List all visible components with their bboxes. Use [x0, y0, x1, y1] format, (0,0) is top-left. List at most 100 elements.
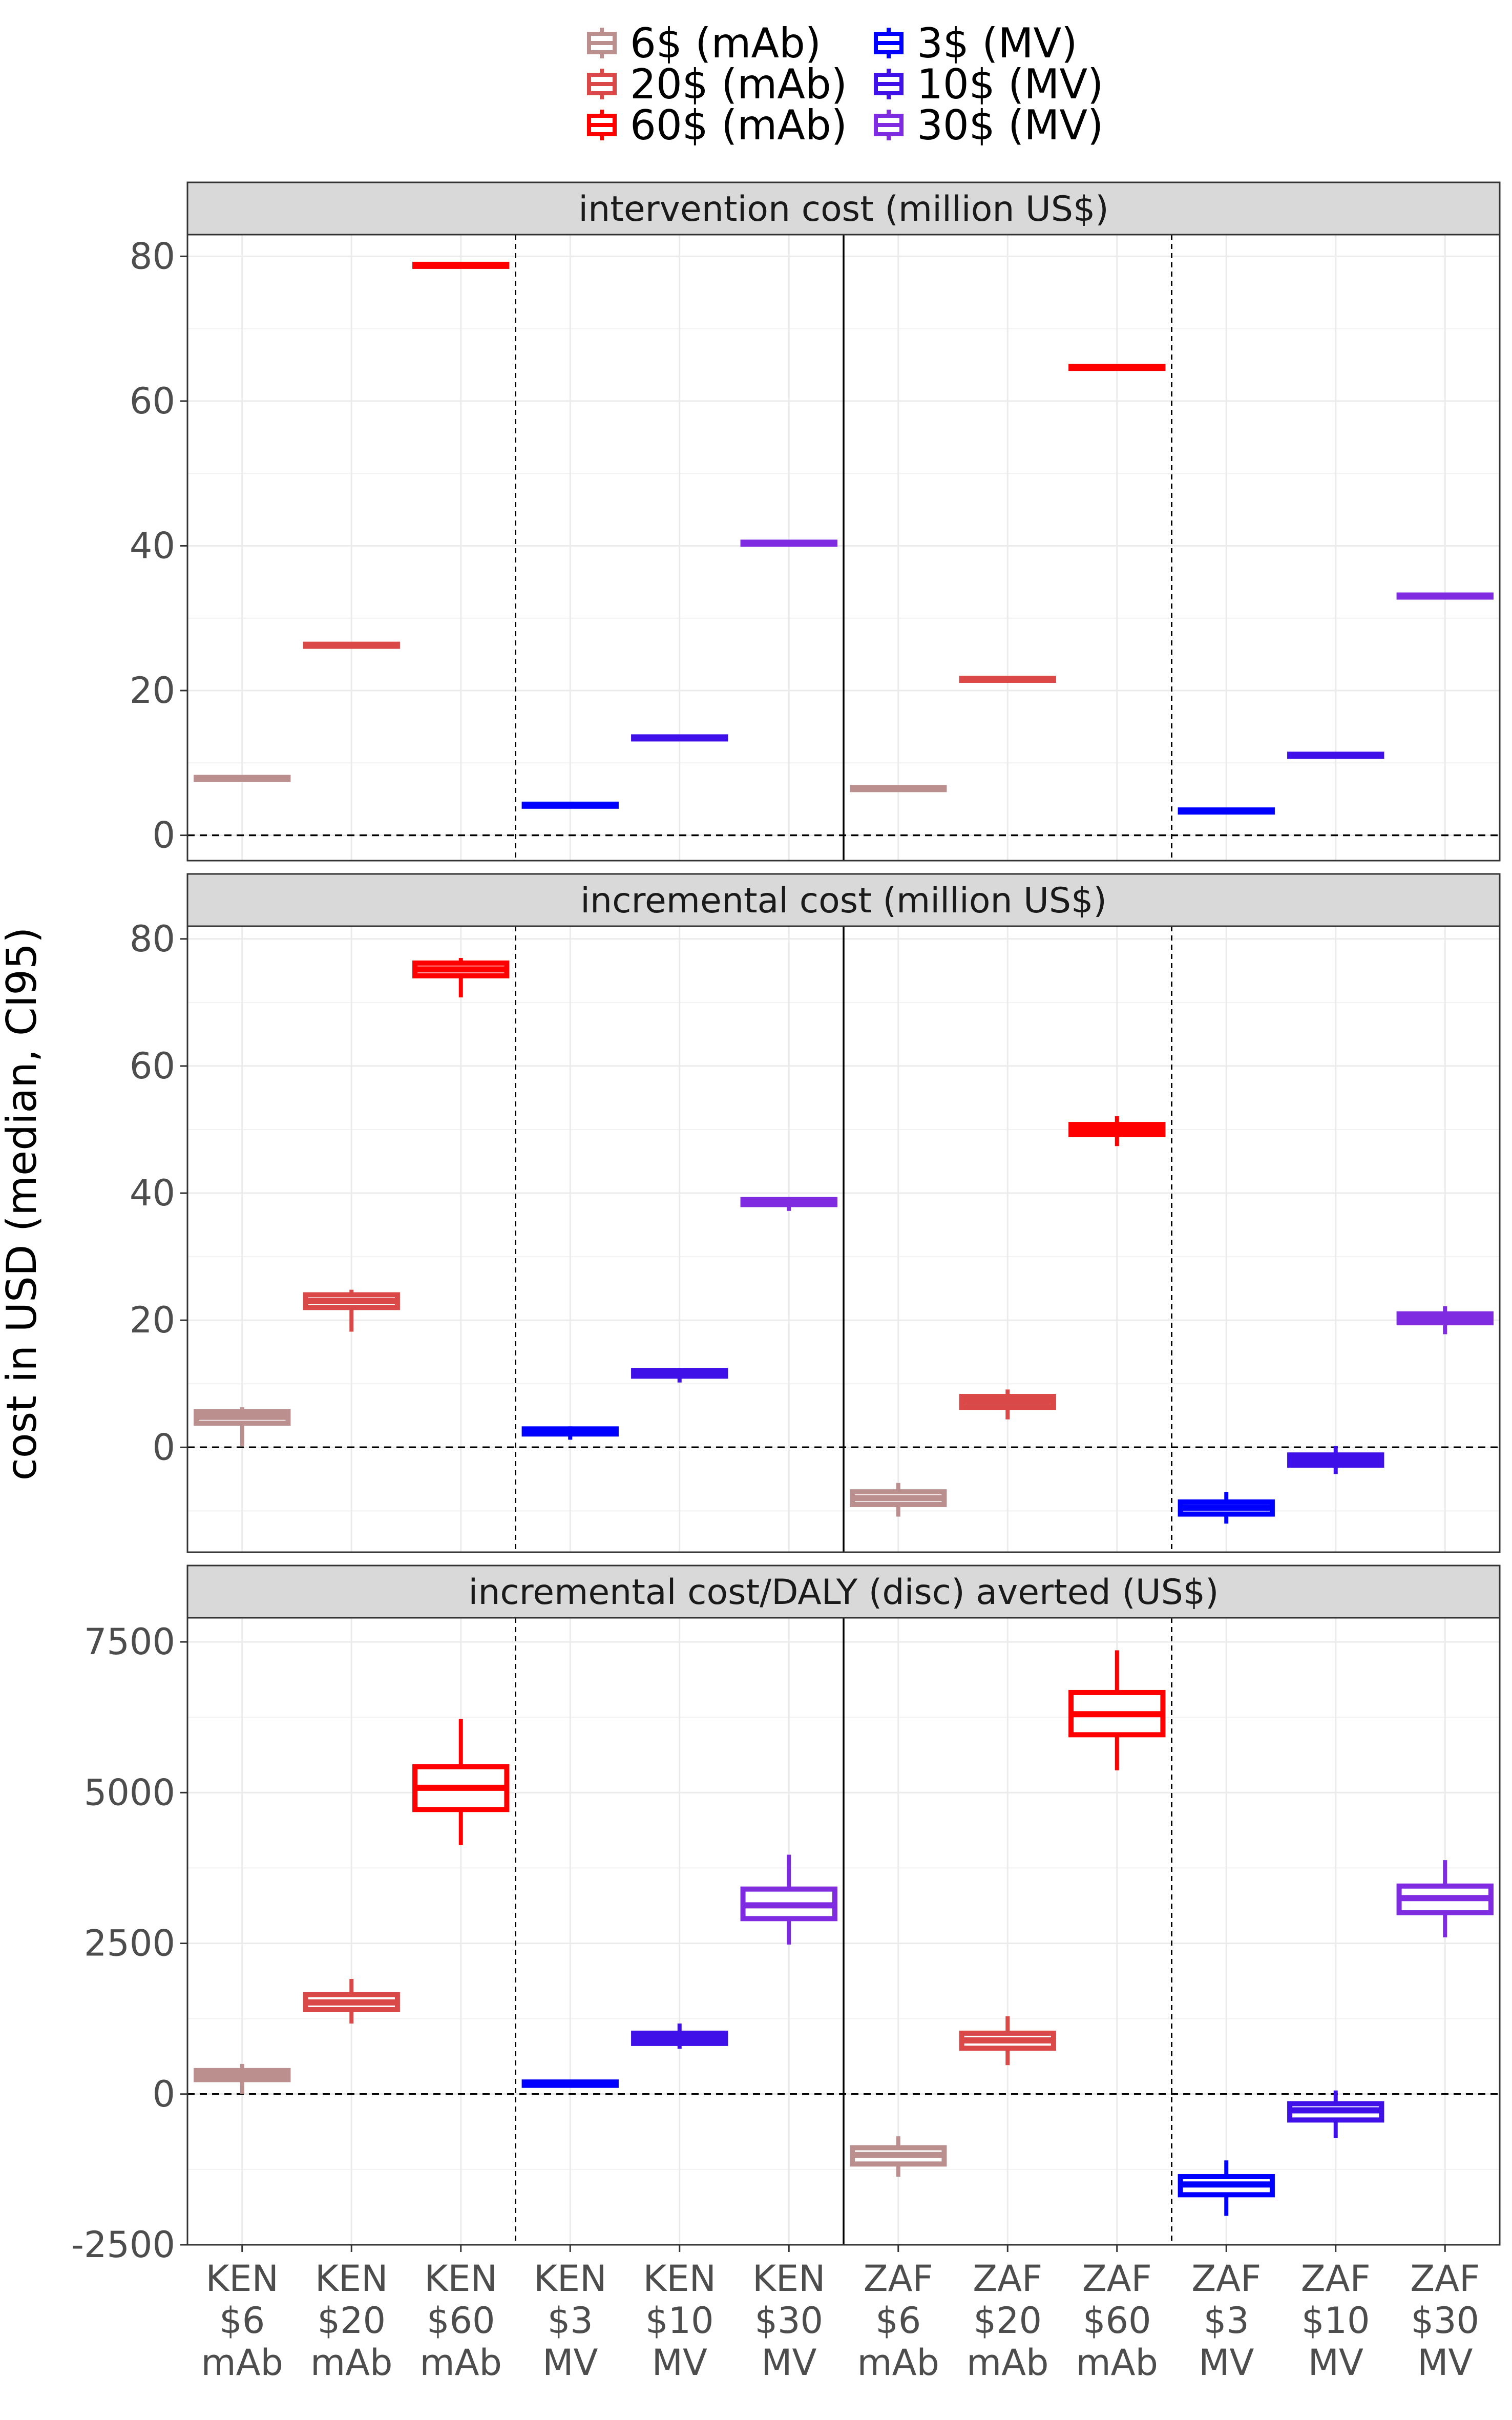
x-tick-label-product: MV [1199, 2342, 1254, 2384]
panel-border [186, 1617, 1501, 2246]
x-tick-label-price: $30 [1411, 2300, 1479, 2342]
x-tick-label-product: mAb [1076, 2342, 1158, 2384]
x-tick-label-product: mAb [310, 2342, 393, 2384]
boxplot [631, 1368, 728, 1383]
x-tick-label-product: mAb [419, 2342, 502, 2384]
legend-label: 30$ (MV) [917, 101, 1103, 149]
boxplot [194, 1407, 291, 1446]
panel-1: intervention cost (million US$) 0 20 40 60 80 [130, 181, 1501, 862]
y-tick-label: 60 [130, 1045, 175, 1087]
panel-title: incremental cost/DALY (disc) averted (US… [468, 1572, 1219, 1613]
x-tick-label-product: MV [652, 2342, 707, 2384]
x-tick-label-price: $6 [875, 2300, 921, 2342]
x-tick-label-product: mAb [201, 2342, 283, 2384]
legend-key [874, 28, 904, 58]
boxplot [194, 775, 291, 782]
boxplot [412, 261, 510, 269]
x-tick-label-country: ZAF [1191, 2258, 1261, 2300]
panel-title: intervention cost (million US$) [578, 189, 1109, 230]
panel-border [186, 234, 1501, 862]
boxplot [740, 539, 837, 547]
x-tick-label-country: KEN [534, 2258, 607, 2300]
x-tick-label-price: $60 [1083, 2300, 1151, 2342]
x-axis: KEN$6mAbKEN$20mAbKEN$60mAbKEN$3MVKEN$10M… [201, 2245, 1480, 2384]
panel-title: incremental cost (million US$) [580, 881, 1107, 921]
x-tick-label-country: ZAF [1410, 2258, 1480, 2300]
x-tick-label-price: $30 [754, 2300, 823, 2342]
boxplot [521, 1426, 619, 1440]
boxplot [631, 734, 728, 742]
y-tick-label: 0 [152, 1426, 175, 1468]
boxplot [521, 801, 619, 809]
boxplot [1068, 1116, 1166, 1146]
boxplot [850, 785, 947, 792]
boxplot [1068, 1650, 1166, 1770]
y-tick-label: 80 [130, 918, 175, 960]
panel-3: incremental cost/DALY (disc) averted (US… [71, 1564, 1501, 2266]
boxplot [740, 1854, 837, 1945]
legend-key [874, 110, 904, 140]
panel-strip [186, 1564, 1501, 1619]
boxplot [1287, 1446, 1384, 1474]
legend-key [874, 69, 904, 99]
boxplot [412, 958, 510, 997]
y-tick-label: 40 [130, 1172, 175, 1214]
x-tick-label-country: KEN [425, 2258, 498, 2300]
x-tick-label-product: MV [1308, 2342, 1363, 2384]
y-tick-label: 0 [152, 815, 175, 857]
panel-border [186, 925, 1501, 1553]
x-tick-label-product: MV [761, 2342, 816, 2384]
x-tick-label-price: $60 [427, 2300, 495, 2342]
panels: intervention cost (million US$) 0 20 40 60 80… [71, 181, 1501, 2266]
boxplot [1287, 2090, 1384, 2138]
legend-key [587, 110, 617, 140]
panel-strip [186, 181, 1501, 236]
x-tick-label-price: $10 [1301, 2300, 1370, 2342]
legend-label: 10$ (MV) [917, 60, 1103, 108]
panel-2: incremental cost (million US$) 0 20 40 60 80 [130, 873, 1501, 1553]
legend-label: 20$ (mAb) [630, 60, 847, 108]
legend-key [587, 28, 617, 58]
y-tick-label: 2500 [84, 1923, 175, 1965]
y-tick-label: 20 [130, 670, 175, 712]
x-tick-label-product: mAb [857, 2342, 939, 2384]
x-tick-label-country: KEN [752, 2258, 826, 2300]
y-tick-label: 40 [130, 525, 175, 567]
boxplot [1287, 752, 1384, 759]
x-tick-label-product: MV [542, 2342, 598, 2384]
x-tick-label-product: MV [1417, 2342, 1473, 2384]
y-tick-label: 7500 [84, 1621, 175, 1663]
x-tick-label-price: $20 [973, 2300, 1042, 2342]
y-axis-title: cost in USD (median, CI95) [0, 927, 46, 1481]
legend-label: 60$ (mAb) [630, 101, 847, 149]
x-tick-label-country: ZAF [1301, 2258, 1371, 2300]
boxplot [1178, 1492, 1275, 1524]
boxplot [959, 2016, 1056, 2066]
boxplot [303, 1289, 400, 1332]
y-tick-label: 80 [130, 235, 175, 277]
boxplot [521, 2079, 619, 2088]
x-tick-label-price: $20 [317, 2300, 386, 2342]
x-tick-label-price: $6 [219, 2300, 265, 2342]
legend: 6$ (mAb)20$ (mAb)60$ (mAb) 3$ (MV)10$ (MV… [587, 19, 1103, 149]
x-tick-label-country: KEN [315, 2258, 388, 2300]
boxplot [959, 1389, 1056, 1420]
boxplot [303, 641, 400, 649]
y-tick-label: 60 [130, 380, 175, 422]
boxplot [303, 1978, 400, 2024]
boxplot [631, 2023, 728, 2049]
legend-label: 3$ (MV) [917, 19, 1077, 67]
legend-label: 6$ (mAb) [630, 19, 821, 67]
boxplot [1396, 592, 1494, 600]
boxplot [1396, 1860, 1494, 1937]
y-tick-label: 0 [152, 2073, 175, 2115]
boxplot [1068, 364, 1166, 371]
x-tick-label-country: KEN [206, 2258, 279, 2300]
x-tick-label-country: ZAF [973, 2258, 1042, 2300]
x-tick-label-country: ZAF [864, 2258, 933, 2300]
boxplot [850, 1483, 947, 1517]
panel-strip [186, 873, 1501, 927]
x-tick-label-price: $10 [645, 2300, 714, 2342]
boxplot [1396, 1306, 1494, 1334]
x-tick-label-price: $3 [548, 2300, 593, 2342]
